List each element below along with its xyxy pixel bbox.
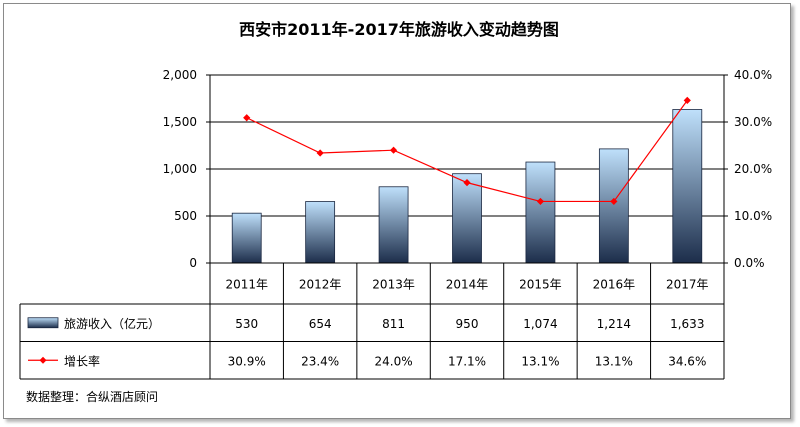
- left-tick-label: 1,000: [163, 162, 197, 176]
- rate-value-cell: 13.1%: [521, 354, 559, 368]
- rate-value-cell: 23.4%: [301, 354, 339, 368]
- category-label: 2017年: [666, 278, 709, 292]
- left-axis: 0 500 1,000 1,500 2,000: [163, 68, 210, 270]
- legend-line-marker: [39, 356, 47, 364]
- growth-point-2015年: [536, 197, 545, 206]
- legend-bar-label: 旅游收入（亿元）: [64, 316, 160, 331]
- right-axis: 0.0% 10.0% 20.0% 30.0% 40.0%: [724, 68, 772, 270]
- bar-2013年: [378, 186, 409, 264]
- bars-layer: [231, 109, 703, 264]
- category-label: 2012年: [299, 278, 342, 292]
- rate-value-cell: 13.1%: [595, 354, 633, 368]
- bar-2014年: [452, 173, 482, 264]
- rate-value-cell: 24.0%: [375, 354, 413, 368]
- line-layer: [243, 96, 691, 206]
- legend-line-label: 增长率: [64, 353, 100, 368]
- left-tick-label: 0: [189, 256, 197, 270]
- legend-bar-swatch: [27, 317, 59, 329]
- category-label: 2011年: [225, 278, 268, 292]
- right-tick-label: 10.0%: [734, 209, 772, 223]
- bar-2015年: [525, 161, 556, 264]
- growth-point-2012年: [316, 149, 324, 157]
- chart-frame: 西安市2011年-2017年旅游收入变动趋势图 0 500 1,000 1,500 2,…: [3, 3, 791, 419]
- category-label: 2016年: [593, 278, 636, 292]
- bar-value-cell: 1,074: [523, 317, 557, 331]
- data-table: 2011年 2012年 2013年 2014年 2015年 2016年 2017年旅游收入（…: [19, 262, 725, 380]
- category-label: 2015年: [519, 278, 562, 292]
- bar-value-cell: 530: [235, 317, 258, 331]
- chart-svg: 西安市2011年-2017年旅游收入变动趋势图 0 500 1,000 1,500 2,…: [19, 20, 772, 404]
- category-label: 2014年: [446, 278, 489, 292]
- bar-value-cell: 654: [309, 317, 332, 331]
- right-tick-label: 0.0%: [734, 256, 765, 270]
- left-tick-label: 1,500: [163, 115, 197, 129]
- rate-value-cell: 17.1%: [448, 354, 486, 368]
- bar-value-cell: 950: [456, 317, 479, 331]
- bar-2011年: [231, 212, 262, 264]
- growth-point-2017年: [683, 96, 691, 104]
- right-tick-label: 30.0%: [734, 115, 772, 129]
- bar-2016年: [598, 148, 629, 264]
- chart-title: 西安市2011年-2017年旅游收入变动趋势图: [239, 20, 559, 39]
- rate-value-cell: 34.6%: [668, 354, 706, 368]
- right-tick-label: 40.0%: [734, 68, 772, 82]
- right-tick-label: 20.0%: [734, 162, 772, 176]
- source-note: 数据整理：合纵酒店顾问: [26, 389, 158, 404]
- left-tick-label: 2,000: [163, 68, 197, 82]
- bar-2017年: [672, 109, 703, 264]
- bar-value-cell: 1,214: [597, 317, 631, 331]
- bar-2012年: [305, 201, 336, 264]
- bar-value-cell: 1,633: [670, 317, 704, 331]
- growth-point-2011年: [243, 114, 251, 122]
- growth-point-2014年: [463, 179, 471, 187]
- left-tick-label: 500: [174, 209, 197, 223]
- growth-point-2016年: [610, 197, 618, 206]
- growth-point-2013年: [389, 146, 398, 154]
- bar-value-cell: 811: [382, 317, 405, 331]
- rate-value-cell: 30.9%: [228, 354, 266, 368]
- category-label: 2013年: [372, 278, 415, 292]
